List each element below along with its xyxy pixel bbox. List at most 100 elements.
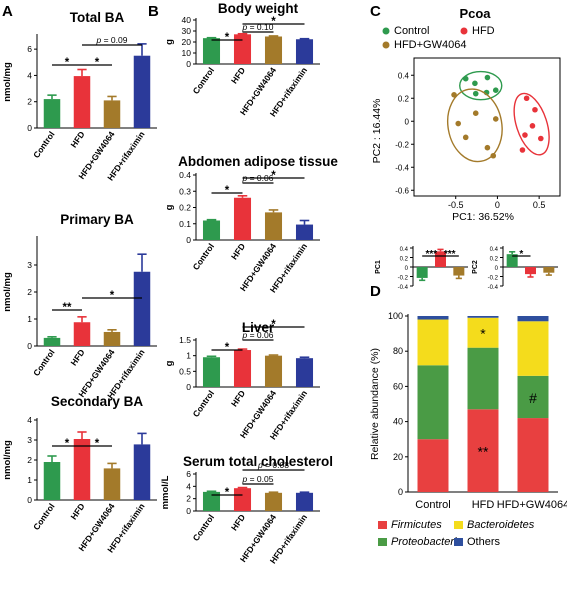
body-weight-y-axis-label: g (164, 39, 175, 45)
abdomen-adipose-y-tick-label: 0 (186, 235, 191, 245)
stacked-segment-others (517, 316, 549, 322)
secondary-ba-bar (103, 468, 121, 500)
body-weight-bar (233, 34, 252, 64)
pcoa-x-axis-label: PC1: 36.52% (452, 211, 514, 223)
primary-ba-y-tick-label: 1 (27, 314, 32, 324)
abdomen-adipose-y-tick-label: 0.4 (179, 170, 191, 180)
relative-abundance-legend-label: Proteobacteria (391, 536, 463, 548)
serum-cholesterol-y-axis-label: mmol/L (160, 475, 171, 509)
pcoa-point (472, 110, 479, 116)
primary-ba-bar (43, 337, 61, 346)
pc2-mini-y-tick-label: -0.2 (488, 276, 499, 282)
body-weight-x-tick-label: Control (191, 65, 217, 95)
relative-abundance-legend-swatch (378, 521, 387, 529)
total-ba-y-axis-label: nmol/mg (2, 62, 13, 102)
pc2-mini-sig-label: * (519, 249, 523, 260)
serum-cholesterol-sig-label: p = 0.05 (242, 474, 274, 484)
pcoa-x-tick-label: 0.5 (533, 200, 546, 210)
pc2-mini-bar (525, 267, 536, 275)
stacked-segment-firmicutes (417, 439, 449, 492)
stacked-segment-proteobacteria (517, 375, 549, 419)
abdomen-adipose-y-axis-label: g (164, 204, 175, 210)
serum-cholesterol-x-tick-label: HFD (229, 512, 247, 532)
relative-abundance-y-tick-label: 40 (393, 417, 403, 427)
body-weight-sig-label: * (271, 16, 276, 28)
pcoa-x-tick-label: 0 (495, 200, 500, 210)
pcoa-plot-frame (413, 57, 561, 197)
pcoa-point (492, 87, 499, 93)
total-ba-sig-label: p = 0.09 (96, 35, 128, 45)
body-weight-title: Body weight (218, 1, 299, 16)
body-weight-bar (202, 38, 221, 64)
abdomen-adipose-bar (295, 224, 314, 240)
body-weight-x-tick-label: HFD (229, 65, 247, 85)
abdomen-adipose-bar (202, 220, 221, 240)
body-weight-sig-label: * (225, 32, 230, 44)
liver-y-axis-label: g (164, 360, 175, 366)
body-weight-y-tick-label: 40 (182, 15, 192, 25)
abdomen-adipose-sig-label: * (225, 185, 230, 197)
secondary-ba-bar (133, 444, 151, 500)
pcoa-y-tick-label: 0 (405, 117, 410, 126)
pcoa-point (472, 90, 479, 97)
secondary-ba-x-tick-label: Control (31, 501, 57, 531)
pcoa-legend-label: HFD+GW4064 (394, 39, 466, 51)
abdomen-adipose-y-tick-label: 0.2 (179, 203, 191, 213)
pc2-mini-y-tick-label: -0.4 (488, 285, 499, 291)
serum-cholesterol-y-tick-label: 0 (186, 506, 191, 516)
pc1-mini-y-tick-label: 0.4 (400, 247, 409, 253)
body-weight-y-tick-label: 10 (182, 48, 192, 58)
pcoa-point (532, 106, 538, 113)
liver-bar (295, 358, 314, 387)
pcoa-ellipse-hfd-gw4064 (447, 88, 503, 163)
serum-cholesterol-title: Serum total cholesterol (183, 454, 333, 469)
relative-abundance-y-tick-label: 0 (398, 487, 403, 497)
relative-abundance-legend-swatch (378, 538, 387, 546)
pcoa-point (522, 132, 528, 138)
total-ba-y-tick-label: 4 (27, 70, 32, 80)
abdomen-adipose-y-tick-label: 0.1 (179, 219, 191, 229)
pcoa-y-tick-label: -0.2 (395, 140, 409, 149)
liver-y-tick-label: 1.5 (179, 335, 191, 345)
abdomen-adipose-title: Abdomen adipose tissue (178, 154, 338, 169)
liver-title: Liver (242, 320, 275, 335)
primary-ba-bar (73, 322, 91, 346)
secondary-ba-sig-label: * (65, 438, 70, 450)
primary-ba-sig-label: ** (63, 302, 72, 314)
body-weight-y-tick-label: 30 (182, 26, 192, 36)
pc1-mini-y-tick-label: 0.2 (400, 257, 409, 263)
stacked-segment-firmicutes (467, 409, 499, 492)
secondary-ba-y-tick-label: 3 (27, 435, 32, 445)
stacked-segment-others (417, 316, 449, 320)
pcoa-point (462, 75, 469, 82)
panel-label-b: B (148, 3, 159, 20)
pc1-mini-y-axis-label: PC1 (375, 260, 382, 274)
relative-abundance-y-tick-label: 100 (388, 311, 403, 321)
pcoa-ellipse-control (459, 70, 503, 101)
serum-cholesterol-x-tick-label: Control (191, 512, 217, 542)
relative-abundance-legend-label: Others (467, 536, 501, 548)
total-ba-y-tick-label: 0 (27, 123, 32, 133)
body-weight-y-tick-label: 20 (182, 37, 192, 47)
primary-ba-bar (133, 271, 151, 346)
relative-abundance-x-tick-label: Control (415, 499, 450, 511)
body-weight-y-tick-label: 0 (186, 59, 191, 69)
pcoa-chart: -0.5 0 0.5 -0.6 -0.4 -0.2 0 0.2 0.4 PC1: 36.52% PC… (371, 57, 561, 223)
pc2-mini-y-axis-label: PC2 (472, 260, 479, 274)
abdomen-adipose-sig-label: * (271, 170, 276, 182)
pcoa-y-axis-label: PC2 : 16.44% (371, 99, 383, 164)
relative-abundance-legend-swatch (454, 521, 463, 529)
serum-cholesterol-bar (202, 491, 221, 511)
body-weight-bar (264, 36, 283, 64)
pc2-mini-bar (543, 267, 555, 273)
pc2-mini-chart: -0.4 -0.2 0 0.2 0.4 PC2 (472, 246, 558, 291)
relative-abundance-y-axis-label: Relative abundance (%) (369, 348, 381, 460)
secondary-ba-bar (73, 439, 91, 500)
stacked-segment-bacteroidetes (517, 321, 549, 376)
liver-bar (264, 355, 283, 387)
primary-ba-y-tick-label: 2 (27, 287, 32, 297)
relative-abundance-legend-label: Bacteroidetes (467, 519, 535, 531)
